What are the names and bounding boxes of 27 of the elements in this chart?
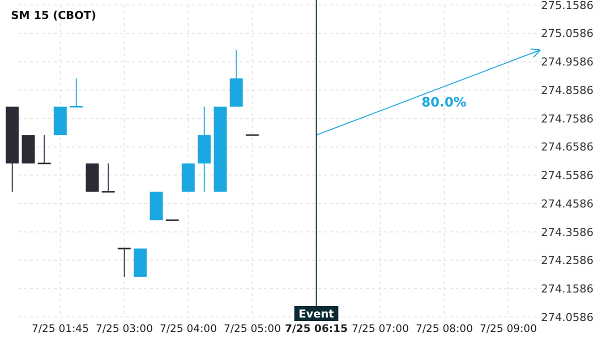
y-tick-label: 274.3586 (541, 226, 594, 239)
y-tick-label: 275.0586 (541, 27, 594, 40)
ref-line-label: Event (298, 308, 334, 320)
candlestick (70, 78, 83, 108)
candlestick (102, 162, 115, 193)
y-tick-label: 274.5586 (541, 169, 594, 182)
x-tick-label: 7/25 01:45 (32, 323, 89, 335)
candlestick (38, 134, 51, 164)
x-tick-label: 7/25 04:00 (160, 323, 217, 335)
annotation: 80.0% (421, 96, 467, 111)
y-tick-label: 274.8586 (541, 84, 594, 97)
candlestick (118, 248, 131, 278)
y-tick-label: 274.9586 (541, 56, 594, 69)
y-tick-label: 274.4586 (541, 197, 594, 210)
y-tick-label: 275.1586 (541, 0, 594, 12)
y-tick-label: 274.2586 (541, 254, 594, 268)
x-tick-label: 7/25 06:15 (284, 323, 348, 335)
x-tick-label: 7/25 08:00 (416, 323, 473, 335)
y-tick-label: 274.0586 (541, 310, 594, 324)
y-tick-label: 274.1586 (541, 282, 594, 296)
y-tick-label: 274.7586 (541, 112, 594, 126)
x-tick-label: 7/25 07:00 (352, 323, 409, 335)
x-tick-label: 7/25 03:00 (96, 323, 153, 335)
x-tick-label: 7/25 09:00 (480, 323, 537, 335)
x-tick-label: 7/25 05:00 (224, 323, 281, 335)
y-tick-label: 274.6586 (541, 140, 594, 154)
chart-title: SM 15 (CBOT) (11, 9, 96, 22)
